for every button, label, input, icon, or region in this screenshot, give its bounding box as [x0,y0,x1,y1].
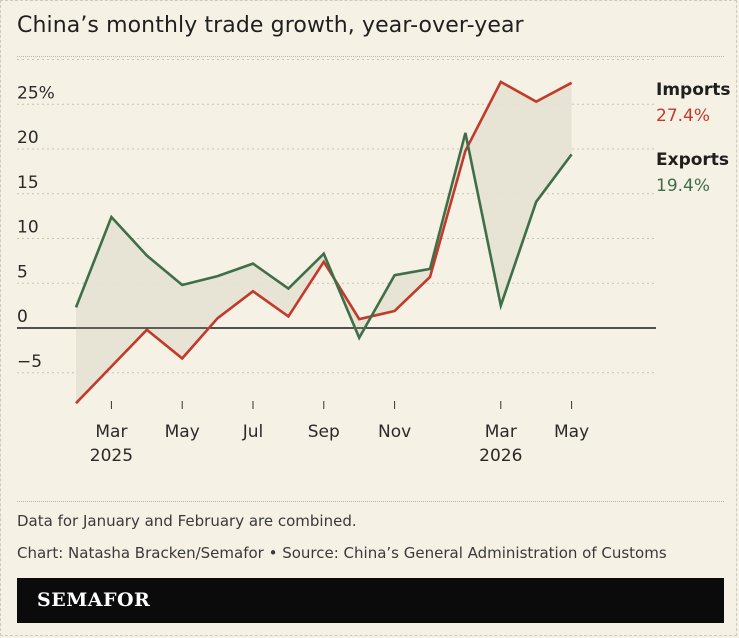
exports-end-value: 19.4% [656,176,710,196]
x-tick-label: May [165,422,200,442]
data-note: Data for January and February are combin… [17,512,357,530]
y-tick-label: −5 [17,352,42,372]
gap-shading [76,81,572,404]
x-tick-label: Jul [242,422,264,442]
x-tick-label: May [554,422,589,442]
imports-line [75,80,573,405]
y-tick-label: 10 [17,218,39,238]
y-tick-label: 15 [17,173,39,193]
y-tick-label: 0 [17,307,28,327]
exports-line [74,132,573,341]
x-tick-label: Mar [485,422,517,442]
x-tick-year: 2025 [90,446,133,466]
x-tick-label: Sep [308,422,340,442]
x-tick-label: Nov [378,422,411,442]
title-rule [17,56,724,57]
imports-end-value: 27.4% [656,106,710,126]
chart-title: China’s monthly trade growth, year-over-… [17,13,524,38]
brand-bar: SEMAFOR [17,578,724,623]
note-rule [17,501,724,502]
y-tick-label: 25% [17,83,55,103]
x-tick-label: Mar [95,422,127,442]
y-tick-label: 5 [17,262,28,282]
y-tick-label: 20 [17,128,39,148]
imports-legend-label: Imports [656,80,731,100]
brand-logo: SEMAFOR [37,589,151,611]
x-tick-year: 2026 [479,446,522,466]
exports-legend-label: Exports [656,150,729,170]
source-credit: Chart: Natasha Bracken/Semafor • Source:… [17,544,667,562]
line-chart: 25% 20 15 10 5 0 −5 Mar 2025 May Jul Sep Nov Mar 2026 M… [17,59,731,466]
